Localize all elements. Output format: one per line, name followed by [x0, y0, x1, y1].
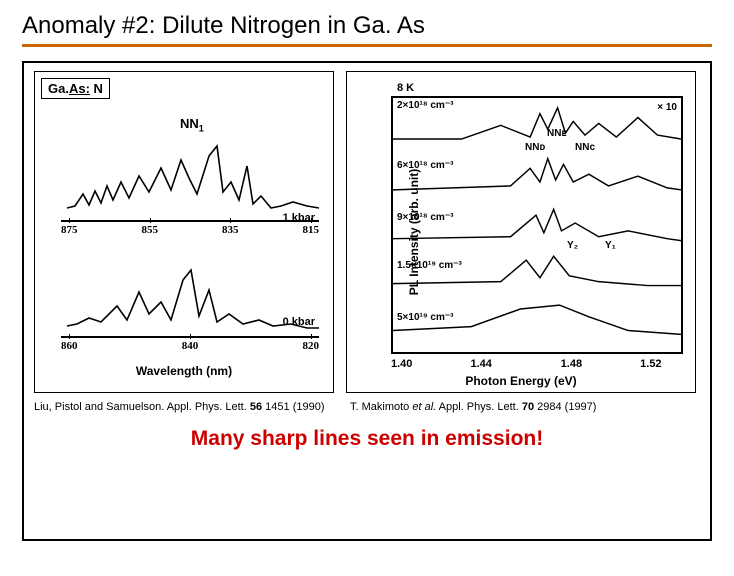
x-tick: 1.52 — [640, 358, 661, 370]
gaas-suffix: N — [90, 81, 103, 96]
concentration-label: 5×10¹⁹ cm⁻³ — [397, 312, 453, 323]
concentration-label: 2×10¹⁸ cm⁻³ — [397, 100, 453, 111]
upper-axis: 875 855 835 815 — [61, 220, 319, 238]
lower-axis: 860 840 820 — [61, 336, 319, 354]
nn-label: NNᴇ — [547, 128, 566, 139]
axis-tick: 815 — [303, 224, 320, 238]
nn1-peak-label: NN1 — [180, 116, 204, 134]
slide-title: Anomaly #2: Dilute Nitrogen in Ga. As — [22, 12, 712, 47]
x-tick: 1.48 — [561, 358, 582, 370]
cite-right-etal: et al. — [412, 401, 436, 413]
nn-label: NNᴄ — [575, 142, 595, 153]
upper-trace-path — [67, 146, 319, 208]
cite-right-pre: T. Makimoto — [350, 401, 412, 413]
cite-left-authors: Liu, Pistol and Samuelson. Appl. Phys. L… — [34, 401, 250, 413]
lower-trace-path — [67, 270, 319, 328]
figure-right: 8 K × 10 PL Intensity (arb. unit) Photon… — [346, 71, 696, 393]
gaas-underlined: As: — [69, 81, 90, 96]
citation-right: T. Makimoto et al. Appl. Phys. Lett. 70 … — [350, 401, 700, 413]
axis-tick: 860 — [61, 340, 78, 354]
axis-tick: 840 — [182, 340, 199, 354]
y-peak-label: Y₂ — [567, 240, 578, 251]
citation-row: Liu, Pistol and Samuelson. Appl. Phys. L… — [34, 401, 700, 413]
nn1-text: NN — [180, 116, 199, 131]
temperature-label: 8 K — [397, 82, 414, 94]
x-tick: 1.44 — [470, 358, 491, 370]
cite-left-vol: 56 — [250, 401, 262, 413]
axis-tick: 835 — [222, 224, 239, 238]
citation-left: Liu, Pistol and Samuelson. Appl. Phys. L… — [34, 401, 334, 413]
x-tick: 1.40 — [391, 358, 412, 370]
y-peak-label: Y₁ — [605, 240, 616, 251]
x10-label: × 10 — [657, 102, 677, 113]
axis-tick: 820 — [303, 340, 320, 354]
gaas-label-box: Ga.As: N — [41, 78, 110, 99]
nn1-sub: 1 — [199, 124, 204, 134]
cite-right-vol: 70 — [522, 401, 534, 413]
concentration-label: 9×10¹⁸ cm⁻³ — [397, 212, 453, 223]
nn-label: NNᴅ — [525, 142, 545, 153]
slide-panel: Ga.As: N NN1 1 kbar 0 kbar 875855835815 … — [22, 61, 712, 541]
photon-energy-label: Photon Energy (eV) — [347, 374, 695, 388]
conclusion-text: Many sharp lines seen in emission! — [34, 427, 700, 451]
concentration-label: 6×10¹⁸ cm⁻³ — [397, 160, 453, 171]
lower-spectrum — [61, 262, 321, 336]
cite-left-rest: 1451 (1990) — [262, 401, 324, 413]
pl-trace — [393, 108, 681, 139]
cite-right-rest: 2984 (1997) — [534, 401, 596, 413]
axis-tick: 875 — [61, 224, 78, 238]
wavelength-label: Wavelength (nm) — [35, 364, 333, 378]
concentration-label: 1.5×10¹⁹ cm⁻³ — [397, 260, 462, 271]
upper-spectrum — [61, 142, 321, 220]
right-x-ticks: 1.40 1.44 1.48 1.52 — [391, 358, 683, 370]
figure-left: Ga.As: N NN1 1 kbar 0 kbar 875855835815 … — [34, 71, 334, 393]
figure-row: Ga.As: N NN1 1 kbar 0 kbar 875855835815 … — [34, 71, 700, 393]
axis-tick: 855 — [142, 224, 159, 238]
pl-intensity-label: PL Intensity (arb. unit) — [407, 169, 421, 295]
cite-right-mid: Appl. Phys. Lett. — [436, 401, 522, 413]
gaas-prefix: Ga. — [48, 81, 69, 96]
